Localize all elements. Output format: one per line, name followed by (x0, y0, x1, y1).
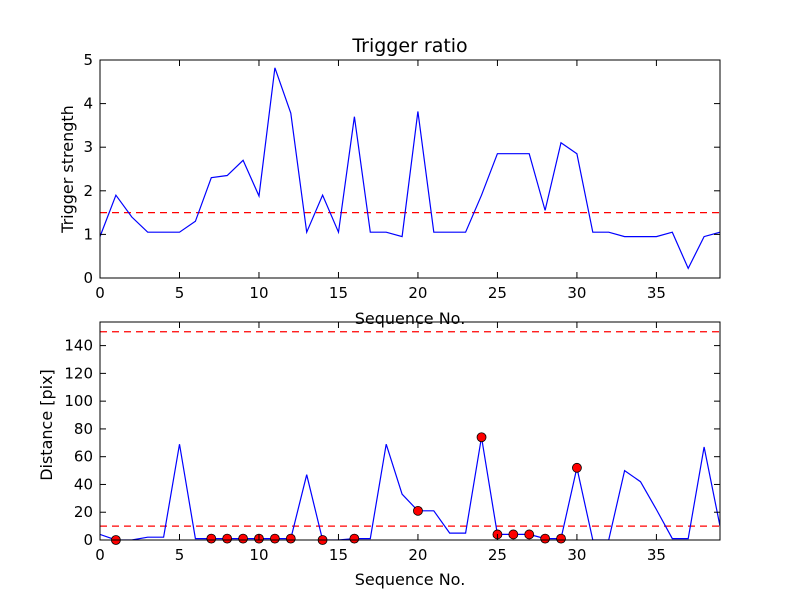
data-point-marker (238, 533, 248, 544)
x-tick-label: 5 (175, 284, 185, 302)
y-tick-label: 60 (74, 448, 93, 466)
x-tick-label: 20 (408, 546, 427, 564)
y-tick-label: 0 (83, 531, 93, 549)
data-point-marker (206, 533, 217, 544)
data-point-marker (556, 533, 566, 544)
x-tick-label: 10 (249, 546, 268, 564)
y-tick-label: 40 (74, 475, 93, 493)
x-tick-label: 15 (329, 546, 348, 564)
x-tick-label: 5 (175, 546, 185, 564)
x-axis-label: Sequence No. (355, 570, 466, 589)
y-tick-label: 120 (64, 364, 93, 382)
y-tick-label: 80 (74, 420, 93, 438)
x-tick-label: 0 (95, 546, 105, 564)
x-tick-label: 30 (567, 546, 586, 564)
series-line (100, 437, 720, 540)
x-tick-label: 35 (647, 284, 666, 302)
x-tick-label: 0 (95, 284, 105, 302)
y-tick-label: 140 (64, 337, 93, 355)
chart-title: Trigger ratio (351, 35, 467, 57)
x-tick-label: 25 (488, 546, 507, 564)
trigger-ratio-panel: Trigger ratio Sequence No. Trigger stren… (58, 35, 721, 328)
x-tick-label: 35 (647, 546, 666, 564)
data-point-marker (540, 533, 551, 544)
data-point-marker (349, 533, 360, 544)
y-tick-label: 2 (83, 182, 93, 200)
data-point-marker (476, 432, 487, 443)
x-axis-label: Sequence No. (355, 309, 466, 328)
y-tick-label: 3 (83, 138, 93, 156)
axes-frame (99, 59, 721, 279)
y-tick-label: 4 (83, 95, 93, 113)
y-tick-label: 20 (74, 503, 93, 521)
data-point-marker (524, 529, 535, 540)
data-point-marker (222, 533, 233, 544)
data-point-marker (413, 505, 423, 516)
data-point-marker (269, 533, 280, 544)
x-tick-label: 25 (488, 284, 507, 302)
y-axis-label: Distance [pix] (37, 369, 56, 481)
y-tick-label: 100 (64, 392, 93, 410)
x-tick-label: 10 (249, 284, 268, 302)
data-point-marker (285, 533, 296, 544)
x-tick-label: 20 (408, 284, 427, 302)
x-tick-label: 30 (567, 284, 586, 302)
data-point-marker (572, 462, 582, 473)
y-tick-label: 1 (83, 225, 93, 243)
distance-panel: Sequence No. Distance [pix] 0 5 10 15 20 25 30… (37, 321, 721, 589)
x-tick-label: 15 (329, 284, 348, 302)
series-line (100, 67, 720, 270)
y-tick-label: 0 (83, 269, 93, 287)
axes-frame (99, 321, 721, 541)
y-axis-label: Trigger strength (58, 105, 77, 234)
data-point-marker (508, 529, 519, 540)
y-tick-label: 5 (83, 51, 93, 69)
